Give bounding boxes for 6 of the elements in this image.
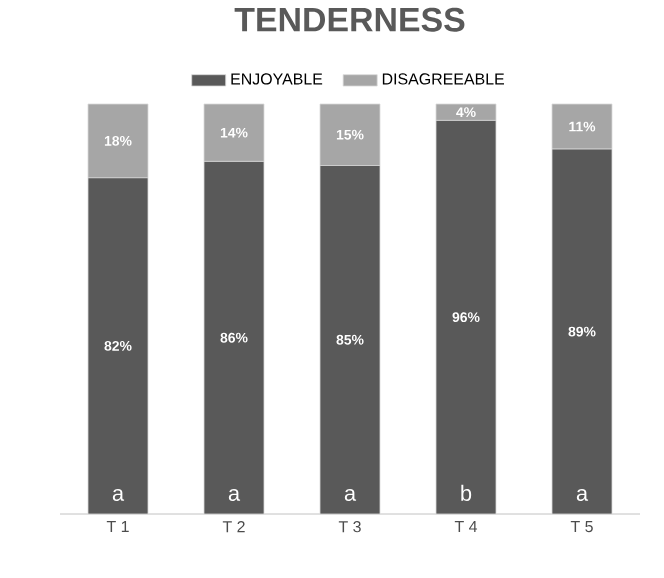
annotation: a — [112, 488, 125, 501]
annotation: a — [344, 488, 357, 501]
chart-title: TENDERNESS — [234, 7, 465, 32]
annotation: b — [461, 484, 472, 501]
annotation: a — [576, 488, 589, 501]
annotation: a — [228, 488, 241, 501]
